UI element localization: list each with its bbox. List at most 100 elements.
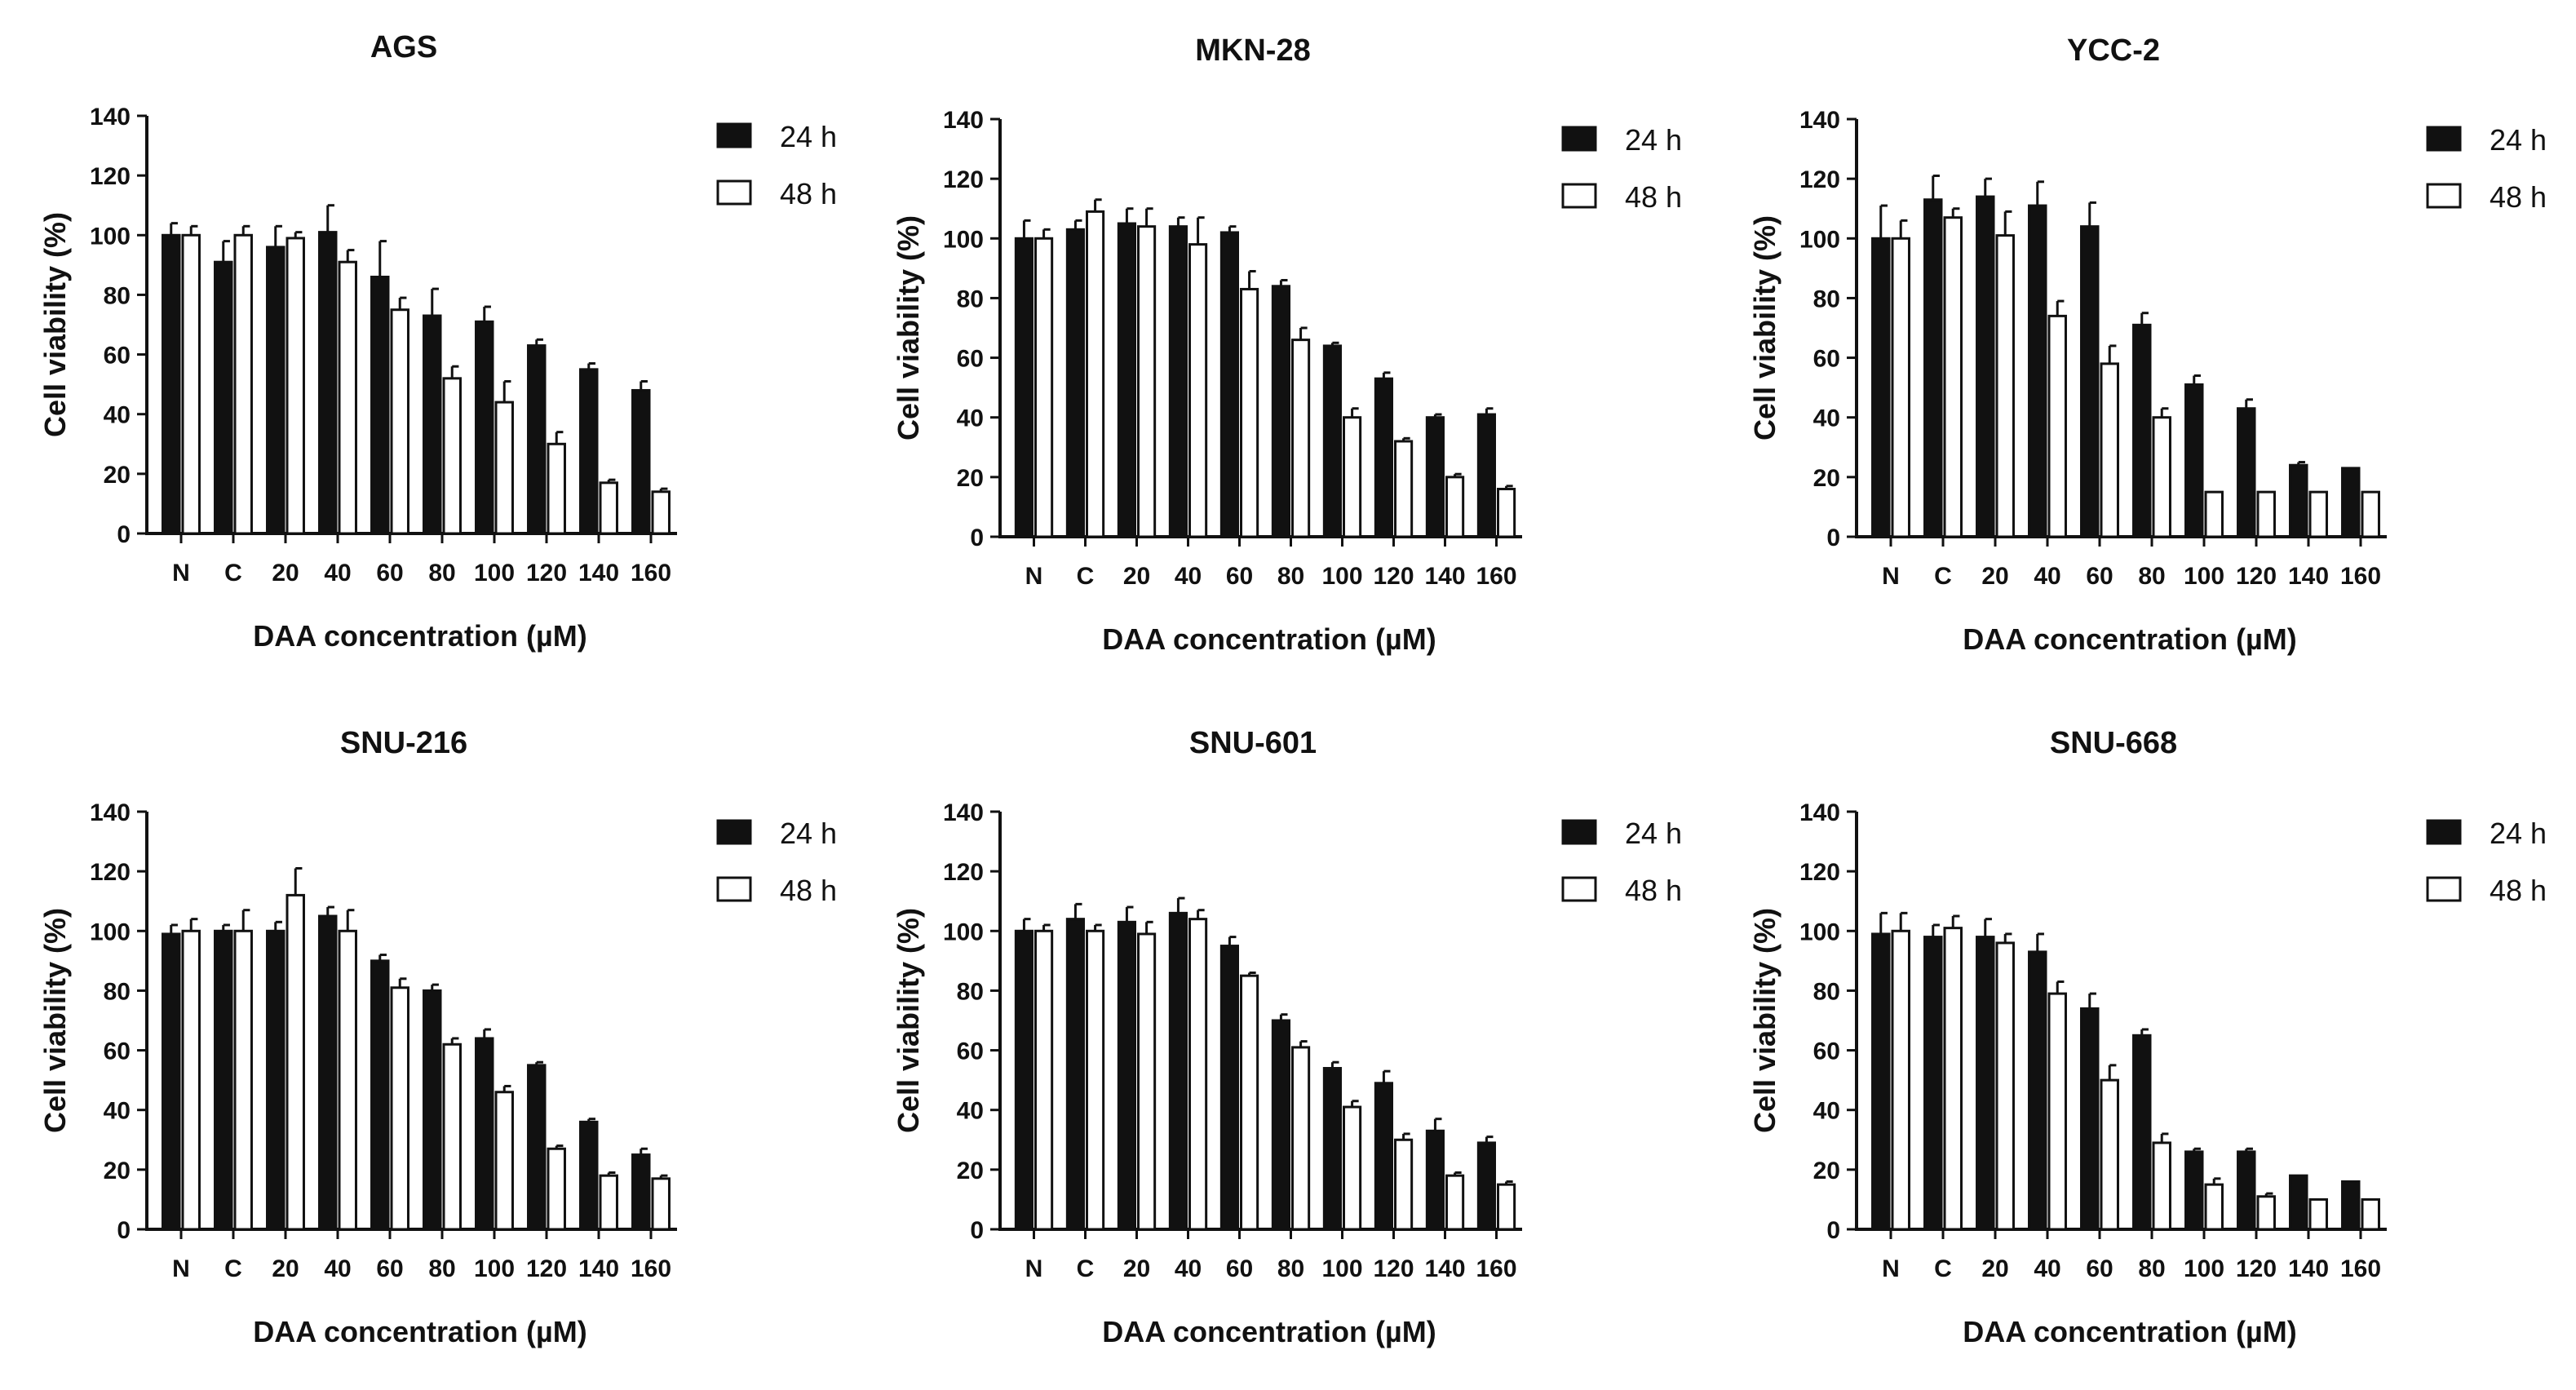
legend-swatch-48h: [2426, 876, 2462, 902]
x-tick-label: 120: [526, 560, 567, 587]
x-tick-label: C: [1934, 563, 1952, 590]
x-tick-label: N: [1882, 563, 1900, 590]
bar-48h: [285, 893, 305, 1231]
bar-48h: [494, 1091, 514, 1231]
x-tick-label: 60: [376, 560, 403, 587]
x-tick-label: 140: [578, 560, 619, 587]
bar-24h: [214, 260, 233, 535]
y-tick-label: 60: [104, 343, 131, 370]
bar-24h: [1219, 945, 1239, 1231]
bar-48h: [1086, 929, 1105, 1231]
bar-24h: [2080, 1007, 2100, 1231]
y-tick-label: 100: [943, 226, 984, 253]
bar-48h: [390, 308, 409, 535]
bar-48h: [1188, 243, 1208, 538]
x-tick-label: 60: [2086, 1255, 2113, 1282]
x-tick-label: 80: [2138, 1255, 2165, 1282]
y-tick-label: 120: [943, 859, 984, 886]
bar-48h: [181, 233, 201, 535]
bar-24h: [423, 989, 442, 1231]
y-tick-label: 120: [1799, 859, 1840, 886]
bar-48h: [1137, 225, 1157, 538]
bar-24h: [1014, 237, 1033, 538]
x-tick-label: 160: [2340, 1255, 2381, 1282]
bar-48h: [181, 929, 201, 1231]
bar-48h: [2152, 1141, 2171, 1231]
bar-24h: [2237, 407, 2256, 538]
x-tick-label: C: [224, 1255, 242, 1282]
bar-48h: [547, 442, 566, 535]
y-axis-label: Cell viability (%): [1748, 908, 1782, 1133]
bar-24h: [2132, 323, 2152, 538]
bar-24h: [2184, 1150, 2204, 1231]
x-tick-label: 80: [2138, 563, 2165, 590]
y-tick-label: 140: [1799, 107, 1840, 134]
bar-24h: [631, 1153, 651, 1231]
bar-48h: [338, 260, 357, 535]
y-tick-label: 140: [1799, 799, 1840, 826]
bar-24h: [1923, 936, 1943, 1231]
y-tick-label: 100: [90, 919, 131, 945]
bar-48h: [2256, 1195, 2276, 1231]
y-axis-label: Cell viability (%): [38, 212, 72, 437]
x-tick-label: 160: [1476, 563, 1516, 590]
x-tick-label: 40: [1175, 1255, 1202, 1282]
bar-24h: [162, 233, 181, 535]
y-tick-label: 100: [943, 919, 984, 945]
bar-48h: [1943, 216, 1963, 538]
legend-label-24h: 24 h: [2490, 123, 2547, 157]
legend-swatch-24h: [1561, 126, 1597, 152]
legend-label-24h: 24 h: [2490, 817, 2547, 850]
legend-label-48h: 48 h: [2490, 874, 2547, 907]
bar-24h: [1117, 920, 1136, 1231]
x-tick-label: 100: [1321, 563, 1362, 590]
bar-24h: [527, 344, 547, 535]
bar-24h: [1374, 377, 1393, 538]
x-tick-label: 80: [428, 1255, 455, 1282]
x-tick-label: 120: [526, 1255, 567, 1282]
y-tick-label: 120: [943, 166, 984, 193]
x-tick-label: C: [1934, 1255, 1952, 1282]
bar-24h: [2080, 225, 2100, 538]
bar-24h: [1871, 932, 1891, 1231]
x-tick-label: N: [172, 1255, 190, 1282]
chart-panel-snu-216: SNU-216 Cell viability (%) DAA concentrati…: [38, 726, 837, 1348]
x-tick-label: 140: [2288, 563, 2329, 590]
bar-48h: [442, 1042, 462, 1231]
bar-48h: [338, 929, 357, 1231]
legend-swatch-24h: [2426, 126, 2462, 152]
bar-24h: [1014, 929, 1033, 1231]
bar-24h: [1322, 344, 1342, 538]
y-tick-label: 140: [943, 107, 984, 134]
bar-24h: [579, 1120, 599, 1231]
bar-24h: [162, 932, 181, 1231]
bar-48h: [1240, 287, 1259, 538]
y-tick-label: 80: [1813, 978, 1840, 1005]
legend-label-48h: 48 h: [2490, 180, 2547, 214]
y-tick-label: 80: [104, 282, 131, 309]
bar-24h: [1976, 936, 1995, 1231]
legend-swatch-24h: [716, 122, 752, 148]
bar-48h: [2308, 490, 2328, 538]
x-tick-label: 60: [1226, 563, 1253, 590]
y-tick-label: 20: [957, 465, 984, 492]
chart-title: SNU-668: [2050, 726, 2177, 760]
y-tick-label: 0: [1826, 1217, 1840, 1244]
y-tick-label: 60: [957, 1038, 984, 1065]
bar-48h: [1995, 941, 2015, 1231]
bar-24h: [2184, 383, 2204, 538]
x-axis-label: DAA concentration (µM): [1102, 1315, 1436, 1348]
bar-24h: [1219, 231, 1239, 538]
bar-24h: [1271, 1019, 1290, 1231]
bar-48h: [1086, 210, 1105, 538]
y-axis-label: Cell viability (%): [892, 908, 925, 1133]
chart-panel-snu-601: SNU-601 Cell viability (%) DAA concentrati…: [892, 726, 1682, 1348]
bar-48h: [651, 1177, 671, 1231]
bar-48h: [1497, 1183, 1516, 1231]
x-tick-label: 100: [2184, 1255, 2224, 1282]
y-tick-label: 60: [1813, 346, 1840, 373]
y-tick-label: 20: [104, 462, 131, 489]
bar-24h: [266, 929, 285, 1231]
bar-24h: [1168, 225, 1188, 538]
